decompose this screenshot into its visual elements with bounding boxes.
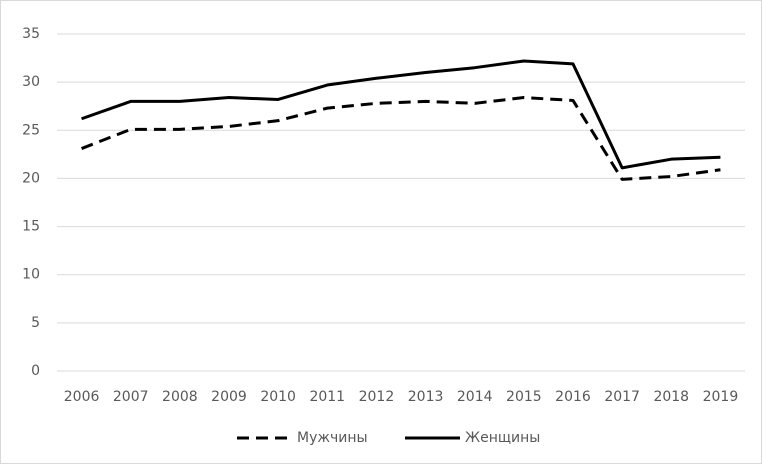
legend-label: Женщины [465,430,540,446]
y-tick-label: 0 [31,363,40,379]
x-tick-label: 2009 [211,389,247,405]
x-tick-label: 2011 [309,389,345,405]
y-tick-label: 25 [22,122,40,138]
line-series [81,96,721,181]
y-tick-label: 10 [22,267,40,283]
y-tick-label: 20 [22,170,40,186]
x-tick-label: 2013 [408,389,444,405]
x-tick-label: 2007 [113,389,149,405]
x-tick-label: 2016 [555,389,591,405]
y-tick-label: 15 [22,219,40,235]
x-tick-label: 2015 [506,389,542,405]
x-tick-label: 2006 [64,389,100,405]
x-tick-label: 2012 [359,389,395,405]
x-tick-label: 2017 [604,389,640,405]
y-tick-label: 30 [22,74,40,90]
line-series [81,59,721,170]
x-tick-label: 2010 [260,389,296,405]
x-tick-label: 2018 [653,389,689,405]
legend-label: Мужчины [297,430,368,446]
y-tick-label: 5 [31,315,40,331]
x-tick-label: 2019 [703,389,739,405]
y-tick-label: 35 [22,26,40,42]
x-tick-label: 2008 [162,389,198,405]
x-tick-label: 2014 [457,389,493,405]
